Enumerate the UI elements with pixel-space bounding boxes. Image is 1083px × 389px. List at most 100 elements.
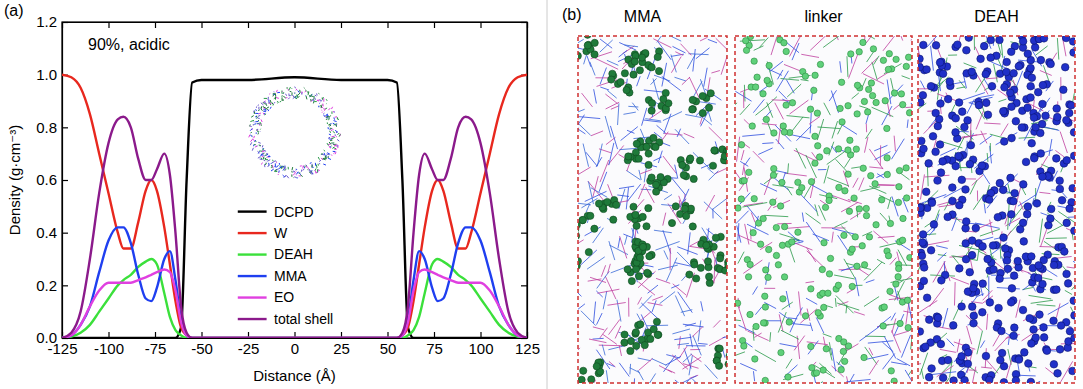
snapshot-bead bbox=[683, 212, 690, 219]
snapshot-bond bbox=[663, 230, 671, 253]
snapshot-bond bbox=[589, 339, 606, 343]
snapshot-bond bbox=[686, 345, 705, 346]
snapshot-bond bbox=[873, 231, 888, 244]
inset-bond bbox=[326, 115, 328, 116]
inset-bond bbox=[310, 94, 312, 96]
inset-bond bbox=[297, 95, 298, 98]
inset-bond bbox=[255, 121, 258, 122]
snapshot-bead bbox=[591, 51, 598, 58]
snapshot-bond bbox=[615, 326, 621, 339]
snapshot-bond bbox=[735, 319, 741, 321]
snapshot-bond bbox=[624, 45, 638, 47]
snapshot-bead bbox=[722, 267, 727, 274]
snapshot-bond bbox=[895, 331, 909, 335]
snapshot-bond bbox=[996, 133, 1018, 145]
tick-mark bbox=[201, 22, 202, 28]
snapshot-bead bbox=[705, 104, 712, 111]
snapshot-bead bbox=[779, 242, 785, 248]
snapshot-bond bbox=[980, 135, 992, 144]
inset-bond bbox=[276, 97, 279, 99]
snapshot-bond bbox=[685, 114, 701, 117]
snapshot-bead bbox=[771, 130, 777, 136]
snapshot-bead bbox=[753, 323, 759, 329]
snapshot-bead bbox=[814, 110, 820, 116]
tick bbox=[248, 22, 249, 28]
inset-bond bbox=[333, 147, 336, 148]
snapshot-bond bbox=[847, 56, 848, 77]
inset-bond bbox=[311, 165, 312, 168]
inset-bond bbox=[261, 109, 263, 111]
snapshot-bond bbox=[745, 224, 749, 245]
snapshot-bond bbox=[596, 291, 602, 297]
tick-label: 100 bbox=[468, 340, 493, 357]
snapshot-bond bbox=[764, 288, 775, 289]
snapshot-bead bbox=[845, 147, 851, 153]
snapshot-bond bbox=[813, 234, 829, 241]
snapshot-bead bbox=[712, 234, 719, 241]
inset-bond bbox=[272, 95, 274, 97]
inset-bond bbox=[314, 101, 316, 102]
snapshot-bond bbox=[796, 126, 811, 141]
snapshot-bond bbox=[776, 139, 784, 149]
snapshot-bond bbox=[855, 277, 859, 296]
snapshot-bond bbox=[747, 206, 759, 220]
snapshot-bond bbox=[824, 103, 831, 115]
snapshot-bead bbox=[604, 198, 611, 205]
snapshot-bond bbox=[590, 277, 606, 282]
snapshot-bead bbox=[760, 91, 766, 97]
snapshot-bond bbox=[869, 360, 878, 374]
snapshot-bond bbox=[668, 370, 675, 373]
snapshot-bond bbox=[673, 284, 686, 295]
inset-bond bbox=[326, 153, 329, 155]
snapshot-bond bbox=[709, 337, 725, 346]
snapshot-bond bbox=[850, 213, 860, 220]
snapshot-bead bbox=[746, 169, 752, 175]
snapshot-bead bbox=[773, 252, 779, 258]
snapshot-bead bbox=[643, 223, 650, 230]
snapshot-bead bbox=[868, 80, 874, 86]
inset-bond bbox=[261, 153, 263, 156]
inset-bond bbox=[312, 100, 313, 101]
snapshot-bead bbox=[679, 161, 686, 168]
snapshot-bead bbox=[881, 304, 887, 310]
snapshot-bond bbox=[704, 68, 707, 87]
snapshot-bead bbox=[860, 39, 866, 45]
snapshot-bead bbox=[885, 253, 891, 259]
inset-bond bbox=[262, 145, 264, 147]
legend-swatch bbox=[238, 210, 267, 212]
snapshot-bond bbox=[637, 76, 641, 86]
snapshot-bond bbox=[771, 37, 777, 56]
snapshot-bead bbox=[762, 377, 768, 383]
snapshot-bond bbox=[578, 167, 591, 179]
tick-mark bbox=[480, 22, 481, 28]
inset-bond bbox=[337, 145, 338, 147]
inset-bond bbox=[291, 88, 293, 90]
inset-bond bbox=[272, 161, 275, 163]
snapshot-bond bbox=[588, 181, 593, 204]
snapshot-bead bbox=[750, 229, 756, 235]
snapshot-bond bbox=[626, 170, 640, 179]
inset-bond bbox=[327, 153, 330, 155]
snapshot-bead bbox=[653, 188, 660, 195]
snapshot-bead bbox=[837, 105, 843, 111]
snapshot-bond bbox=[619, 186, 634, 188]
snapshot-bond bbox=[666, 258, 677, 282]
snapshot-bond bbox=[652, 296, 663, 300]
inset-bond bbox=[294, 92, 295, 94]
snapshot-bond bbox=[837, 303, 859, 310]
snapshot-bond bbox=[888, 197, 891, 209]
snapshot-bond bbox=[1039, 192, 1050, 193]
inset-bond bbox=[261, 119, 262, 122]
inset-bond bbox=[250, 128, 252, 130]
inset-bond bbox=[319, 163, 320, 164]
snapshot-bead bbox=[754, 74, 760, 80]
inset-bond bbox=[315, 171, 316, 174]
snapshot-bond bbox=[938, 81, 943, 88]
snapshot-bond bbox=[832, 348, 836, 371]
snapshot-bond bbox=[978, 95, 995, 98]
snapshot-bond bbox=[957, 339, 960, 353]
inset-bond bbox=[329, 142, 331, 144]
snapshot-bead bbox=[860, 165, 866, 171]
snapshot-bead bbox=[735, 300, 741, 306]
snapshot-bead bbox=[639, 243, 646, 250]
